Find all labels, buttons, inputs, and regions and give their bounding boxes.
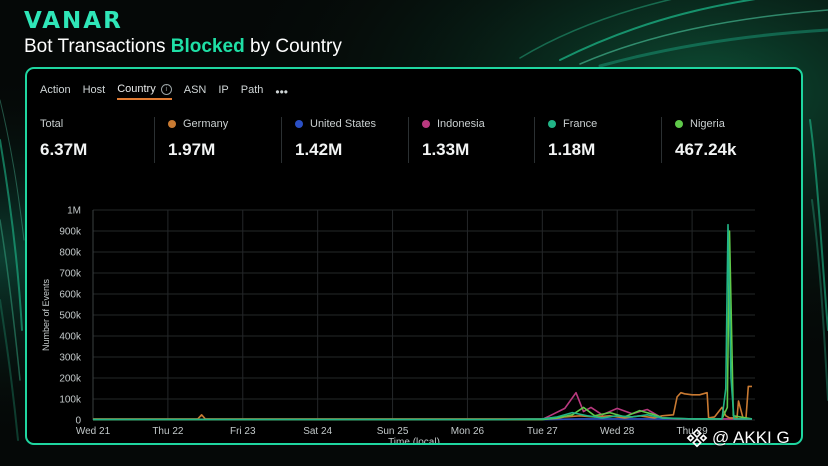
y-tick-label: 900k [59,227,82,238]
legend-dot [295,120,303,128]
stat-label: Total [40,118,64,130]
x-axis-title: Time (local) [388,437,440,443]
dashboard-panel: Action Host Country i ASN IP Path ••• Tot… [25,67,803,445]
legend-dot [675,120,683,128]
stat-nigeria[interactable]: Nigeria 467.24k [661,117,801,163]
y-axis-title: Number of Events [41,278,51,351]
stat-label: Nigeria [690,118,725,130]
y-tick-label: 600k [59,290,82,301]
y-tick-label: 400k [59,332,82,343]
stat-germany[interactable]: Germany 1.97M [154,117,281,163]
legend-dot [548,120,556,128]
y-tick-label: 500k [59,311,82,322]
binance-logo-icon [686,428,708,448]
legend-dot [168,120,176,128]
y-tick-label: 700k [59,269,82,280]
tab-asn[interactable]: ASN [183,84,207,96]
stat-value: 467.24k [675,140,737,159]
legend-dot [422,120,430,128]
stats-row: Total 6.37M Germany 1.97M United States … [27,117,801,167]
tab-ip[interactable]: IP [218,84,229,96]
tab-action[interactable]: Action [40,84,71,96]
y-tick-label: 800k [59,248,82,259]
title-highlight: Blocked [170,36,245,57]
page-title: Bot Transactions Blocked by Country [24,36,342,58]
stat-value: 1.18M [548,140,596,159]
y-tick-label: 1M [67,206,81,217]
stat-value: 1.33M [422,140,470,159]
tab-path[interactable]: Path [240,84,264,96]
series-line-nigeria [93,230,753,421]
stat-label: Germany [183,118,229,130]
tab-country[interactable]: Country i [117,83,172,100]
stat-value: 1.42M [295,140,343,159]
x-tick-label: Tue 27 [527,426,558,437]
line-chart: 0 100k 200k 300k 400k 500k 600k 700k 800k 900k 1M W… [41,206,755,443]
x-tick-label: Sun 25 [377,426,409,437]
x-tick-label: Wed 28 [600,426,635,437]
tab-bar: Action Host Country i ASN IP Path ••• [40,83,288,100]
series-line-france [93,223,752,421]
stat-united-states[interactable]: United States 1.42M [281,117,408,163]
x-tick-label: Mon 26 [451,426,485,437]
stat-value: 6.37M [40,140,88,159]
info-icon[interactable]: i [160,84,172,95]
brand-logo: VANAR [24,8,123,34]
y-tick-label: 300k [59,353,82,364]
x-tick-label: Sat 24 [303,426,332,437]
x-tick-label: Fri 23 [230,426,256,437]
watermark-text: @ AKKI G [712,428,790,447]
title-prefix: Bot Transactions [24,36,171,57]
tab-host[interactable]: Host [82,84,106,96]
y-tick-label: 200k [59,374,82,385]
stat-indonesia[interactable]: Indonesia 1.33M [408,117,535,163]
stat-label: United States [310,118,377,130]
x-tick-label: Thu 29 [677,426,709,437]
title-suffix: by Country [244,36,342,57]
tab-country-label: Country [117,83,156,95]
x-tick-label: Wed 21 [76,426,111,437]
y-tick-label: 100k [59,395,82,406]
stat-label: France [563,118,598,130]
stat-france[interactable]: France 1.18M [534,117,661,163]
watermark: @ AKKI G [686,427,790,449]
stat-value: 1.97M [168,140,216,159]
stat-total: Total 6.37M [27,117,154,163]
more-options-icon[interactable]: ••• [275,84,289,99]
stat-label: Indonesia [437,118,485,130]
y-tick-label: 0 [75,416,81,427]
x-tick-label: Thu 22 [152,426,184,437]
